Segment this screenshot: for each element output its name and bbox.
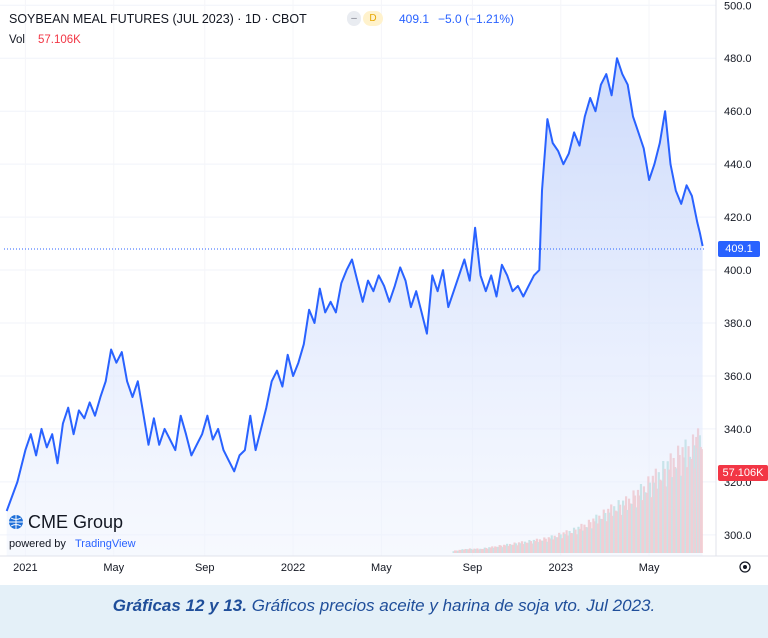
indicator-dot-badge[interactable]: – (347, 11, 361, 26)
x-tick-label: 2021 (13, 562, 37, 574)
price-series-line (5, 57, 704, 512)
x-tick-label: Sep (463, 562, 483, 574)
price-change: −5.0 (−1.21%) (438, 12, 515, 26)
y-tick-label: 500.0 (724, 0, 752, 12)
price-chart[interactable]: 300.0320.0340.0360.0380.0400.0420.0440.0… (0, 0, 768, 585)
y-tick-label: 340.0 (724, 424, 752, 436)
interval-badge[interactable]: D (363, 11, 383, 26)
x-tick-label: May (371, 562, 392, 574)
y-tick-label: 300.0 (724, 530, 752, 542)
x-tick-label: 2023 (549, 562, 573, 574)
x-tick-label: Sep (195, 562, 215, 574)
y-tick-label: 480.0 (724, 53, 752, 65)
figure-caption: Gráficas 12 y 13. Gráficos precios aceit… (0, 596, 768, 616)
last-price-tag: 409.1 (718, 241, 760, 257)
price-area (6, 58, 703, 556)
price-area-fill (6, 58, 703, 556)
price-line (5, 57, 704, 512)
y-tick-label: 380.0 (724, 318, 752, 330)
volume-tag: 57.106K (718, 465, 768, 481)
y-axis[interactable]: 300.0320.0340.0360.0380.0400.0420.0440.0… (724, 0, 752, 542)
x-tick-label: 2022 (281, 562, 305, 574)
powered-by-text: powered by (9, 538, 66, 550)
tradingview-link[interactable]: TradingView (75, 538, 136, 550)
settings-gear-icon-center (743, 565, 747, 569)
x-tick-label: May (103, 562, 124, 574)
caption-text: Gráficos precios aceite y harina de soja… (247, 596, 656, 615)
last-price-value: 409.1 (399, 12, 430, 26)
globe-icon (9, 515, 23, 529)
y-tick-label: 460.0 (724, 106, 752, 118)
y-tick-label: 440.0 (724, 159, 752, 171)
volume-label: Vol (9, 34, 25, 46)
x-axis[interactable]: 2021 May Sep 2022 May Sep 2023 May (13, 562, 660, 574)
x-tick-label: May (639, 562, 660, 574)
cme-logo[interactable]: CME Group (8, 512, 123, 535)
volume-value: 57.106K (38, 34, 81, 46)
settings-gear-icon[interactable] (739, 561, 751, 573)
y-tick-label: 360.0 (724, 371, 752, 383)
caption-bold: Gráficas 12 y 13. (112, 596, 247, 615)
cme-logo-text: CME Group (28, 512, 124, 532)
y-tick-label: 400.0 (724, 265, 752, 277)
chart-title: SOYBEAN MEAL FUTURES (JUL 2023) · 1D · C… (9, 12, 307, 26)
y-tick-label: 420.0 (724, 212, 752, 224)
